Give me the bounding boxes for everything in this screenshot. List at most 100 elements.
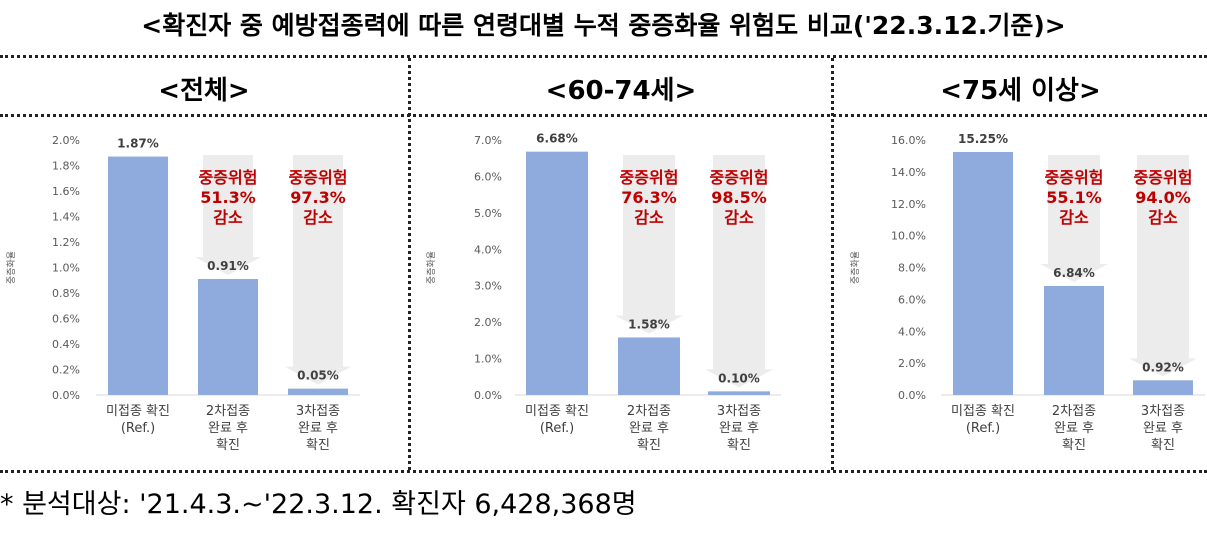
data-label: 0.10% [718,371,760,385]
risk-reduction-label: 중증위험 [199,168,258,187]
panel-title-all: <전체> [158,76,250,106]
y-axis-title: 중증화율 [6,251,17,284]
y-tick-label: 2.0% [474,316,502,329]
y-tick-label: 0.4% [52,338,80,351]
panel-title-60-74: <60-74세> [545,76,697,106]
category-label: 완료 후 [719,421,759,436]
category-label: 3차접종 [296,404,340,419]
bottom-dotted-divider [0,470,1207,473]
risk-reduction-label: 51.3% [200,188,256,207]
y-tick-label: 1.0% [52,262,80,275]
y-tick-label: 10.0% [891,230,926,243]
chart-all: 0.0% 0.2% 0.4% 0.6% 0.8% 1.0% 1.2% 1.4% 1.6% 1.8%… [0,118,406,468]
category-label: 미접종 확진 [951,404,1015,419]
category-label: 완료 후 [629,421,669,436]
reduction-arrow [1129,155,1197,377]
header-dotted-divider [0,114,1207,117]
data-label: 6.84% [1053,266,1095,280]
chart-75-plus-svg: 0.0% 2.0% 4.0% 6.0% 8.0% 10.0% 12.0% 14.0% 16.0%… [850,132,1205,453]
chart-all-svg: 0.0% 0.2% 0.4% 0.6% 0.8% 1.0% 1.2% 1.4% 1.6% 1.8%… [6,134,360,453]
risk-reduction-label: 감소 [1148,208,1178,227]
category-label: 완료 후 [298,421,338,436]
reduction-arrow [1040,155,1108,282]
risk-reduction-label: 감소 [303,208,333,227]
category-label: 3차접종 [717,404,761,419]
data-label: 1.58% [628,317,670,331]
y-tick-label: 0.8% [52,287,80,300]
y-tick-label: 14.0% [891,166,926,179]
top-dotted-divider [0,55,1207,58]
risk-reduction-label: 76.3% [621,188,677,207]
reduction-arrow [705,155,773,388]
category-label: 확진 [637,438,661,453]
chart-60-74: 0.0% 1.0% 2.0% 3.0% 4.0% 5.0% 6.0% 7.0% 중증화율 6.68… [414,118,828,468]
category-label: 완료 후 [1054,421,1094,436]
risk-reduction-label: 55.1% [1046,188,1102,207]
y-tick-label: 6.0% [898,293,926,306]
category-label: 확진 [306,438,330,453]
y-tick-label: 1.0% [474,353,502,366]
y-tick-label: 7.0% [474,134,502,147]
y-tick-label: 1.2% [52,236,80,249]
bar [1044,285,1104,395]
data-label: 6.68% [536,132,578,146]
category-label: (Ref.) [966,421,1000,436]
chart-60-74-svg: 0.0% 1.0% 2.0% 3.0% 4.0% 5.0% 6.0% 7.0% 중증화율 6.68… [426,132,781,453]
y-tick-label: 0.2% [52,364,80,377]
y-tick-label: 1.8% [52,160,80,173]
y-tick-label: 0.0% [52,389,80,402]
y-axis-title: 중증화율 [426,251,437,284]
bar [1133,380,1193,395]
footnote: * 분석대상: '21.4.3.~'22.3.12. 확진자 6,428,368… [0,489,637,520]
category-label: 완료 후 [208,421,248,436]
y-tick-label: 0.6% [52,313,80,326]
y-tick-label: 2.0% [898,357,926,370]
category-label: 2차접종 [1052,404,1096,419]
category-label: 미접종 확진 [525,404,589,419]
risk-reduction-label: 중증위험 [1045,168,1104,187]
bar [953,151,1013,395]
category-label: 2차접종 [627,404,671,419]
risk-reduction-label: 94.0% [1135,188,1191,207]
category-label: (Ref.) [121,421,155,436]
y-tick-label: 0.0% [898,389,926,402]
category-label: 확진 [216,438,240,453]
main-title: <확진자 중 예방접종력에 따른 연령대별 누적 중증화율 위험도 비교('22… [141,11,1066,40]
y-tick-label: 3.0% [474,280,502,293]
data-label: 0.91% [207,259,249,273]
bar [288,388,348,395]
data-label: 0.05% [297,369,339,383]
risk-reduction-label: 중증위험 [710,168,769,187]
y-tick-label: 0.0% [474,389,502,402]
y-tick-label: 6.0% [474,170,502,183]
category-label: 확진 [1151,438,1175,453]
category-label: 미접종 확진 [106,404,170,419]
y-tick-label: 12.0% [891,198,926,211]
risk-reduction-label: 중증위험 [289,168,348,187]
y-tick-label: 5.0% [474,207,502,220]
panel-divider-1 [408,58,411,470]
bar [108,156,168,395]
data-label: 0.92% [1142,360,1184,374]
y-tick-label: 2.0% [52,134,80,147]
category-label: 2차접종 [206,404,250,419]
bar [708,391,770,395]
y-tick-label: 4.0% [898,325,926,338]
risk-reduction-label: 감소 [1059,208,1089,227]
category-label: 확진 [727,438,751,453]
data-label: 15.25% [958,132,1008,146]
panel-title-75-plus: <75세 이상> [940,76,1101,106]
risk-reduction-label: 감소 [724,208,754,227]
risk-reduction-label: 감소 [634,208,664,227]
bar [526,151,588,395]
reduction-arrow [285,155,351,385]
category-label: 확진 [1062,438,1086,453]
reduction-arrow [195,155,261,275]
category-label: 3차접종 [1141,404,1185,419]
bar [198,278,258,395]
y-tick-label: 1.4% [52,211,80,224]
y-tick-label: 1.6% [52,185,80,198]
risk-reduction-label: 97.3% [290,188,346,207]
reduction-arrow [615,155,683,334]
category-label: 완료 후 [1143,421,1183,436]
